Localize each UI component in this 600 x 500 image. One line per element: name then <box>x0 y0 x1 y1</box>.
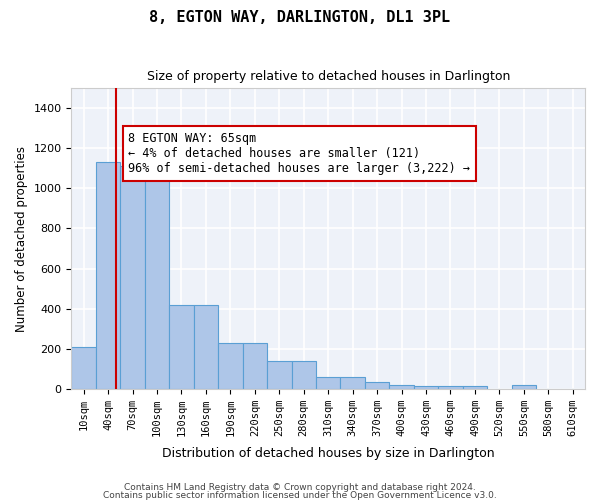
Bar <box>463 386 487 388</box>
Bar <box>292 360 316 388</box>
Bar <box>389 384 414 388</box>
Bar <box>438 386 463 388</box>
Title: Size of property relative to detached houses in Darlington: Size of property relative to detached ho… <box>146 70 510 83</box>
Text: Contains HM Land Registry data © Crown copyright and database right 2024.: Contains HM Land Registry data © Crown c… <box>124 483 476 492</box>
Bar <box>340 376 365 388</box>
Text: Contains public sector information licensed under the Open Government Licence v3: Contains public sector information licen… <box>103 490 497 500</box>
Bar <box>242 342 267 388</box>
Text: 8 EGTON WAY: 65sqm
← 4% of detached houses are smaller (121)
96% of semi-detache: 8 EGTON WAY: 65sqm ← 4% of detached hous… <box>128 132 470 176</box>
Bar <box>365 382 389 388</box>
Bar <box>414 386 438 388</box>
Bar <box>512 384 536 388</box>
Bar <box>96 162 121 388</box>
Bar <box>121 166 145 388</box>
Bar <box>169 304 194 388</box>
X-axis label: Distribution of detached houses by size in Darlington: Distribution of detached houses by size … <box>162 447 494 460</box>
Bar <box>71 346 96 389</box>
Bar <box>316 376 340 388</box>
Bar <box>218 342 242 388</box>
Bar <box>145 166 169 388</box>
Bar <box>267 360 292 388</box>
Text: 8, EGTON WAY, DARLINGTON, DL1 3PL: 8, EGTON WAY, DARLINGTON, DL1 3PL <box>149 10 451 25</box>
Bar <box>194 304 218 388</box>
Y-axis label: Number of detached properties: Number of detached properties <box>15 146 28 332</box>
